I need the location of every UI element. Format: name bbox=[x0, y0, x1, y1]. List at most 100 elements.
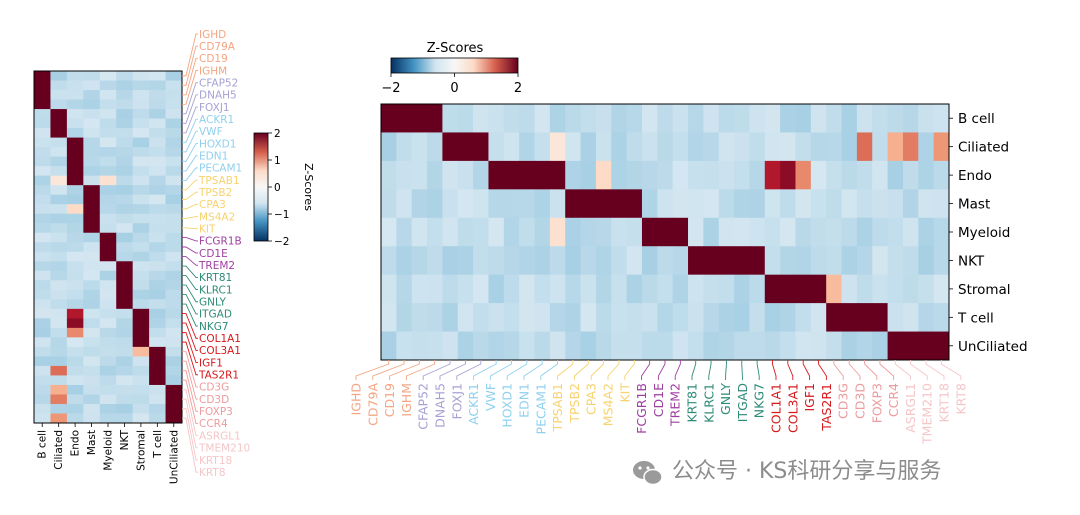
heatmap-cell bbox=[83, 118, 101, 129]
heatmap-cell bbox=[165, 232, 183, 243]
heatmap-cell bbox=[99, 175, 117, 186]
heatmap-cell bbox=[99, 413, 117, 424]
heatmap-cell bbox=[626, 217, 643, 247]
heatmap-cell bbox=[872, 217, 888, 247]
heatmap-cell bbox=[381, 160, 397, 190]
heatmap-cell bbox=[66, 80, 84, 91]
gene-connector bbox=[787, 360, 794, 380]
heatmap-cell bbox=[611, 160, 628, 190]
heatmap-cell bbox=[457, 303, 474, 332]
heatmap-cell bbox=[580, 160, 597, 190]
heatmap-cell bbox=[519, 104, 535, 133]
gene-connector bbox=[182, 265, 198, 278]
gene-label: PECAM1 bbox=[533, 383, 548, 434]
heatmap-cell bbox=[34, 413, 51, 424]
heatmap-cell bbox=[99, 346, 117, 357]
gene-label: TAS2R1 bbox=[198, 370, 239, 382]
heatmap-cell bbox=[116, 346, 134, 357]
gene-connector bbox=[389, 360, 420, 380]
heatmap-cell bbox=[132, 365, 150, 376]
heatmap-cell bbox=[149, 213, 166, 224]
heatmap-cell bbox=[66, 223, 84, 234]
x-tick-label: Ciliated bbox=[53, 430, 65, 470]
heatmap-cell bbox=[149, 71, 166, 81]
heatmap-cell bbox=[826, 303, 842, 332]
x-tick-label: B cell bbox=[37, 430, 49, 459]
gene-label: CD79A bbox=[199, 41, 236, 53]
heatmap-cell bbox=[396, 104, 413, 133]
heatmap-cell bbox=[165, 71, 183, 81]
heatmap-cell bbox=[99, 280, 117, 291]
heatmap-cell bbox=[116, 251, 134, 262]
heatmap-cell bbox=[165, 375, 183, 386]
heatmap-cell bbox=[83, 327, 101, 338]
gene-label: KRT81 bbox=[685, 383, 700, 423]
heatmap-cell bbox=[442, 104, 459, 133]
heatmap-cell bbox=[99, 394, 117, 405]
heatmap-cell bbox=[34, 384, 51, 395]
heatmap-cell bbox=[83, 137, 101, 148]
heatmap-cell bbox=[918, 189, 935, 219]
gene-label: NKG7 bbox=[752, 383, 767, 418]
heatmap-cell bbox=[116, 403, 134, 414]
gene-connector bbox=[182, 322, 198, 351]
heatmap-cell bbox=[718, 104, 735, 133]
x-tick-label: Mast bbox=[86, 430, 98, 455]
heatmap-cell bbox=[565, 274, 581, 304]
heatmap-cell bbox=[641, 217, 658, 247]
heatmap-cell bbox=[641, 104, 658, 133]
heatmap-cell bbox=[34, 156, 51, 167]
heatmap-cell bbox=[442, 132, 459, 162]
heatmap-cell bbox=[34, 71, 51, 81]
gene-label: DNAH5 bbox=[199, 90, 237, 102]
heatmap-cell bbox=[764, 217, 781, 247]
heatmap-cell bbox=[34, 232, 51, 243]
heatmap-cell bbox=[165, 99, 183, 110]
heatmap-cell bbox=[442, 274, 459, 304]
heatmap-cell bbox=[795, 160, 812, 190]
heatmap-cell bbox=[149, 204, 166, 215]
heatmap-cell bbox=[856, 132, 873, 162]
heatmap-cell bbox=[165, 128, 183, 138]
heatmap-cell bbox=[503, 274, 520, 304]
heatmap-cell bbox=[66, 128, 84, 138]
heatmap-cell bbox=[116, 327, 134, 338]
gene-connector bbox=[182, 332, 198, 364]
heatmap-cell bbox=[764, 189, 781, 219]
heatmap-cell bbox=[66, 109, 84, 119]
heatmap-cell bbox=[595, 303, 612, 332]
heatmap-cell bbox=[66, 175, 84, 186]
heatmap-cell bbox=[688, 189, 704, 219]
heatmap-cell bbox=[534, 189, 551, 219]
heatmap-cell bbox=[50, 346, 68, 357]
heatmap-cell bbox=[50, 232, 68, 243]
heatmap-cell bbox=[66, 90, 84, 100]
heatmap-cell bbox=[99, 289, 117, 300]
heatmap-cell bbox=[503, 189, 520, 219]
heatmap-cell bbox=[718, 132, 735, 162]
heatmap-cell bbox=[132, 80, 150, 91]
heatmap-cell bbox=[99, 204, 117, 215]
gene-connector bbox=[182, 284, 198, 303]
colorbar-tick-label: 0 bbox=[450, 81, 458, 96]
heatmap-cell bbox=[764, 160, 781, 190]
heatmap-cell bbox=[780, 246, 796, 276]
heatmap-cell bbox=[66, 261, 84, 272]
x-tick-label: NKT bbox=[119, 429, 131, 450]
heatmap-cell bbox=[132, 251, 150, 262]
heatmap-cell bbox=[83, 413, 101, 424]
heatmap-cell bbox=[116, 413, 134, 424]
heatmap-cell bbox=[116, 394, 134, 405]
gene-connector bbox=[182, 155, 198, 172]
heatmap-cell bbox=[165, 289, 183, 300]
heatmap-cell bbox=[795, 274, 812, 304]
gene-connector bbox=[182, 143, 198, 162]
heatmap-cell bbox=[411, 189, 428, 219]
gene-connector bbox=[182, 70, 198, 105]
heatmap-cell bbox=[749, 189, 766, 219]
heatmap-cell bbox=[50, 175, 68, 186]
heatmap-cell bbox=[83, 242, 101, 253]
heatmap-cell bbox=[780, 331, 796, 361]
heatmap-cell bbox=[132, 337, 150, 348]
heatmap-cell bbox=[381, 274, 397, 304]
